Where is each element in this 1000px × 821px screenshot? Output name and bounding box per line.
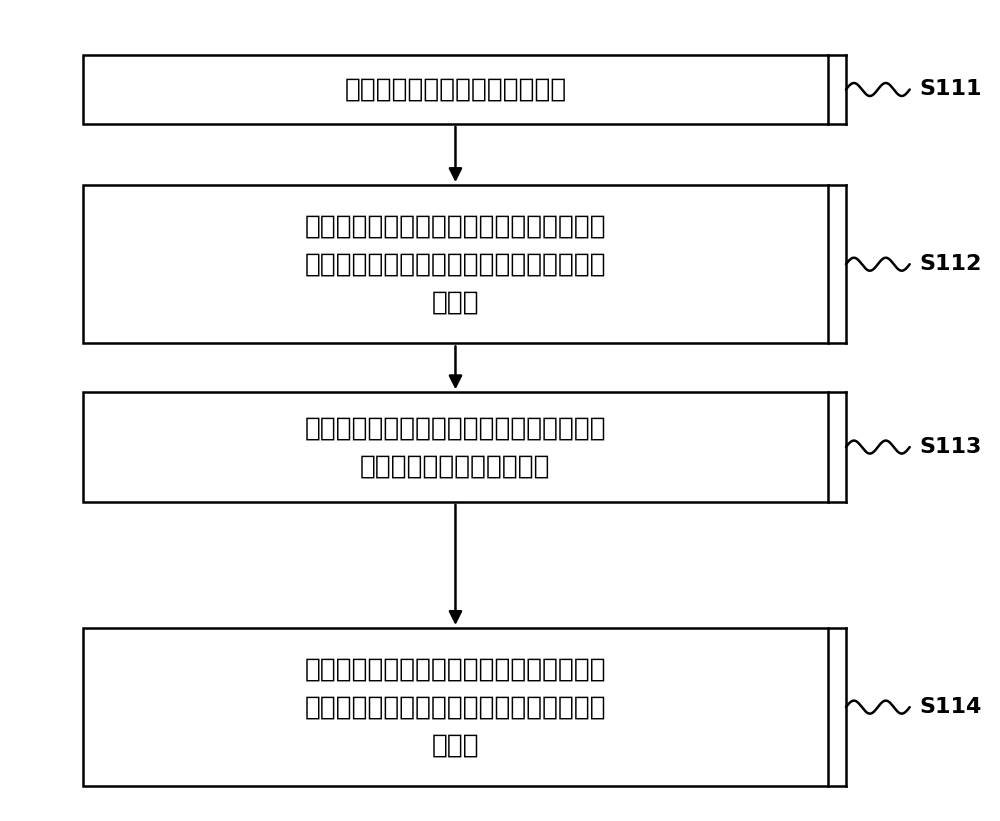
- Text: S114: S114: [920, 697, 982, 717]
- FancyBboxPatch shape: [83, 185, 828, 343]
- Text: S111: S111: [920, 80, 982, 99]
- Text: 基于单位里程充电量确定电能补给条件为电
能补给条件好、电能补给条件中或电能补给
条件差: 基于单位里程充电量确定电能补给条件为电 能补给条件好、电能补给条件中或电能补给 …: [305, 656, 606, 758]
- Text: 基于充电信息，确定车辆单位时间内的充电
量，以及基于用车信息，确定单位时间内的
总里程: 基于充电信息，确定车辆单位时间内的充电 量，以及基于用车信息，确定单位时间内的 …: [305, 213, 606, 315]
- Text: 获取车辆的充电信息和用车信息: 获取车辆的充电信息和用车信息: [344, 76, 567, 103]
- FancyBboxPatch shape: [83, 55, 828, 124]
- FancyBboxPatch shape: [83, 392, 828, 502]
- Text: S112: S112: [920, 255, 982, 274]
- Text: 基于单位时间内的充电量和单位时间内的总
里程，确定单位里程充电量: 基于单位时间内的充电量和单位时间内的总 里程，确定单位里程充电量: [305, 415, 606, 479]
- FancyBboxPatch shape: [83, 628, 828, 787]
- Text: S113: S113: [920, 437, 982, 457]
